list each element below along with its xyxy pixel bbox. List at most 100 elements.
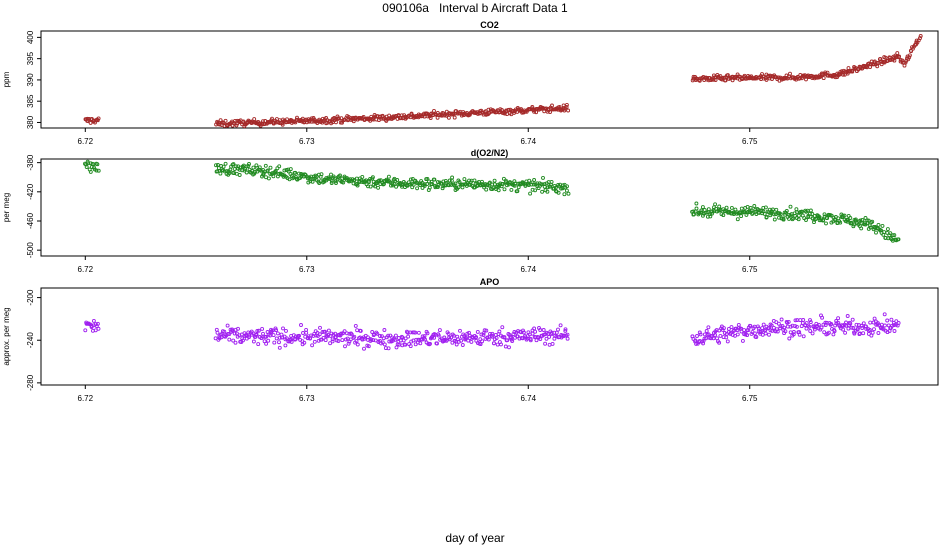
data-point: [528, 337, 533, 341]
data-point: [902, 63, 907, 68]
data-point: [794, 324, 799, 329]
data-point: [275, 331, 280, 336]
data-point: [885, 227, 890, 232]
data-point: [755, 324, 760, 329]
data-point: [280, 122, 285, 127]
data-point: [710, 211, 714, 216]
data-point: [740, 338, 745, 343]
data-point: [231, 162, 236, 167]
data-point: [541, 328, 546, 332]
data-point: [250, 168, 254, 173]
data-point: [888, 231, 893, 236]
panel-3: APO approx. per meg 6.72 6.73 6.74 6.75 -200 -2…: [2, 277, 939, 403]
panel-title: APO: [480, 277, 500, 287]
data-point: [918, 36, 922, 41]
data-point: [742, 328, 747, 333]
x-tick-label: 6.74: [520, 265, 536, 274]
plot-frame: [40, 158, 939, 257]
data-point: [831, 332, 836, 337]
data-point: [461, 182, 466, 187]
data-point: [745, 333, 750, 338]
data-point: [355, 183, 360, 188]
data-point: [284, 328, 288, 333]
data-point: [759, 329, 764, 334]
data-point: [538, 337, 543, 341]
data-point: [234, 164, 239, 169]
data-point: [787, 216, 791, 221]
data-point: [882, 323, 887, 328]
data-point: [885, 318, 890, 323]
data-point: [797, 332, 802, 337]
data-point: [880, 223, 885, 228]
data-point: [763, 205, 768, 210]
data-point: [462, 177, 467, 182]
data-point: [808, 329, 813, 333]
data-point: [408, 177, 413, 182]
data-point: [413, 330, 418, 335]
data-point: [408, 330, 413, 335]
data-point: [268, 333, 273, 338]
data-point: [369, 337, 374, 342]
data-point: [320, 330, 325, 334]
data-point: [502, 187, 507, 192]
data-point: [355, 328, 360, 333]
data-point: [282, 168, 287, 173]
data-point: [833, 75, 838, 80]
data-point: [221, 164, 226, 169]
data-point: [254, 332, 259, 337]
data-point: [829, 213, 834, 218]
data-point: [510, 339, 515, 343]
data-point: [251, 339, 256, 344]
data-point: [565, 184, 569, 189]
data-point: [472, 178, 477, 183]
data-point: [358, 328, 363, 333]
data-point: [297, 333, 302, 338]
data-point: [824, 221, 828, 226]
data-point: [436, 333, 441, 338]
data-point: [752, 204, 757, 208]
data-point: [754, 335, 759, 339]
data-point: [223, 118, 228, 123]
data-point: [760, 326, 765, 331]
data-point: [794, 207, 799, 212]
data-point: [879, 62, 884, 67]
data-point: [84, 165, 89, 169]
y-tick-label: 395: [26, 51, 35, 65]
data-point: [429, 179, 434, 184]
data-point: [793, 318, 798, 323]
x-tick-label: 6.75: [742, 137, 758, 146]
data-point: [387, 339, 392, 344]
data-point: [96, 168, 101, 173]
data-point: [763, 331, 768, 336]
data-point: [428, 341, 432, 346]
data-point: [876, 222, 881, 227]
data-point: [452, 115, 457, 120]
data-point: [458, 328, 462, 333]
data-point: [801, 318, 806, 322]
data-point: [699, 208, 704, 213]
data-point: [876, 61, 881, 65]
data-point: [864, 324, 868, 329]
data-point: [286, 169, 291, 174]
data-point: [271, 333, 276, 338]
data-point: [718, 333, 723, 338]
data-point: [563, 327, 568, 332]
data-point: [907, 55, 912, 60]
data-point: [223, 161, 228, 166]
data-point: [851, 326, 856, 330]
data-point: [96, 116, 101, 121]
data-point: [352, 334, 357, 339]
data-point: [422, 182, 427, 187]
data-point: [564, 102, 569, 107]
data-point: [346, 341, 351, 346]
data-point: [550, 103, 554, 108]
data-point: [288, 167, 293, 172]
data-point: [430, 182, 435, 187]
data-point: [717, 340, 722, 345]
data-point: [724, 332, 729, 336]
data-point: [233, 340, 238, 345]
data-point: [340, 120, 344, 125]
data-point: [256, 342, 261, 347]
data-point: [519, 107, 524, 112]
data-point: [834, 321, 839, 326]
